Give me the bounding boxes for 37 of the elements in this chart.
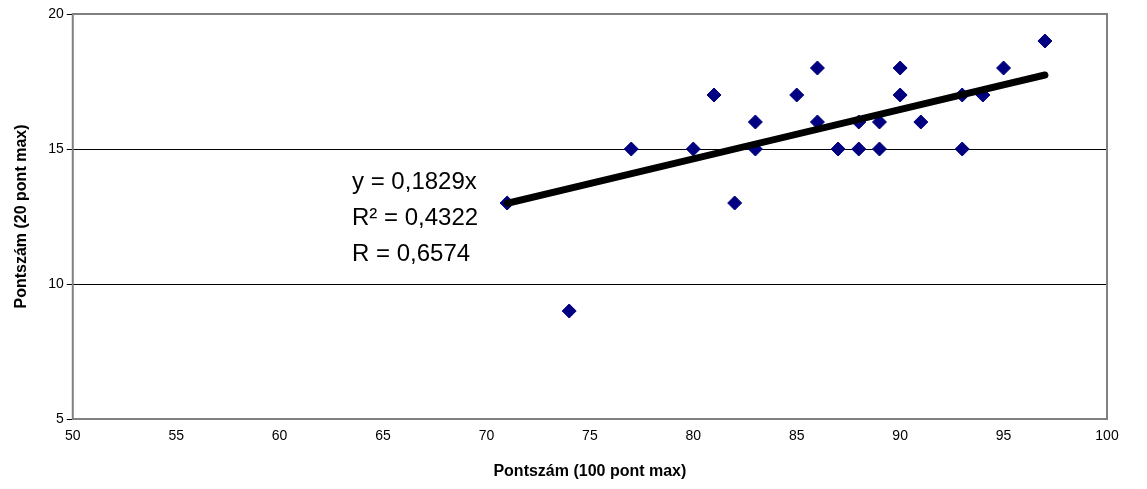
point: [830, 141, 846, 157]
point: [1037, 33, 1053, 49]
point: [706, 87, 722, 103]
x-axis-title: Pontszám (100 pont max): [493, 461, 687, 479]
x-tick-label: 55: [168, 427, 185, 444]
point: [954, 141, 970, 157]
point: [809, 60, 825, 76]
x-tick-label: 80: [685, 427, 702, 444]
x-tick-label: 90: [892, 427, 909, 444]
x-tick-label: 95: [995, 427, 1012, 444]
point: [913, 114, 929, 130]
y-tick-label: 5: [55, 409, 64, 426]
x-tick-label: 70: [478, 427, 495, 444]
y-axis-title: Pontszám (20 pont max): [12, 124, 30, 309]
x-tick-label: 65: [375, 427, 392, 444]
point: [727, 195, 743, 211]
annotation: y = 0,1829x: [352, 166, 477, 194]
x-tick-label: 75: [582, 427, 598, 444]
y-tick-label: 20: [48, 4, 64, 21]
x-tick-label: 50: [64, 427, 81, 444]
point: [996, 60, 1012, 76]
point: [561, 303, 577, 319]
y-tick-label: 15: [48, 139, 64, 156]
point: [747, 114, 763, 130]
annotation: R = 0,6574: [352, 238, 471, 266]
point: [623, 141, 639, 157]
point: [892, 87, 908, 103]
point: [789, 87, 805, 103]
point: [851, 141, 867, 157]
annotation: R² = 0,4322: [352, 202, 479, 230]
point: [871, 141, 887, 157]
point: [892, 60, 908, 76]
x-tick-label: 60: [271, 427, 288, 444]
x-tick-label: 85: [788, 427, 805, 444]
x-tick-label: 100: [1095, 427, 1119, 444]
y-tick-label: 10: [48, 274, 64, 291]
point: [685, 141, 701, 157]
